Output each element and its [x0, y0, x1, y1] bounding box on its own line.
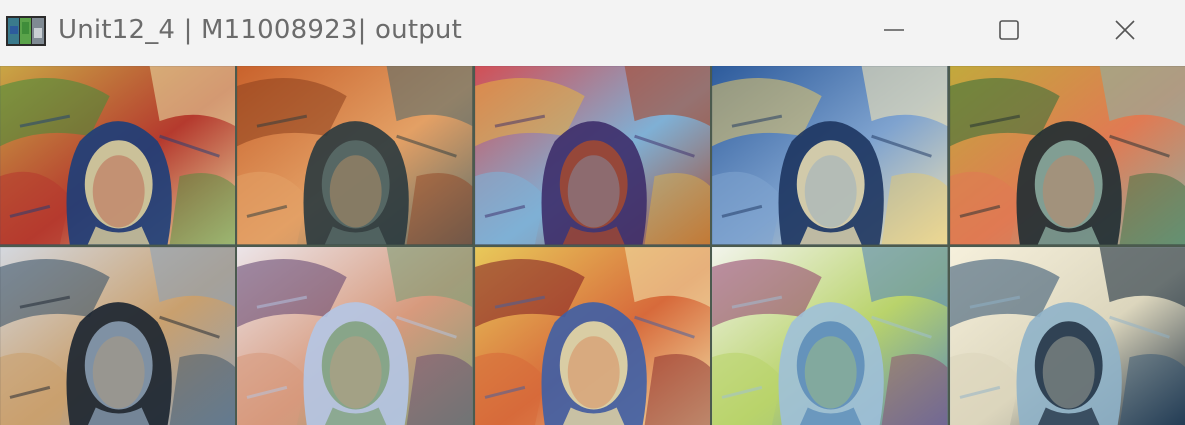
stylized-image-tile [0, 246, 236, 425]
maximize-button[interactable] [951, 0, 1067, 60]
stylized-image-tile [0, 66, 236, 245]
stylized-image-tile [237, 66, 473, 245]
stylized-image-tile [949, 246, 1185, 425]
stylized-image-tile [237, 246, 473, 425]
close-button[interactable] [1067, 0, 1183, 60]
stylized-output-grid [0, 66, 1185, 425]
app-icon [6, 16, 46, 46]
title-bar[interactable]: Unit12_4 | M11008923| output [0, 0, 1185, 66]
maximize-icon [999, 20, 1019, 40]
window-title: Unit12_4 | M11008923| output [58, 15, 462, 45]
close-icon [1115, 20, 1135, 40]
minimize-button[interactable] [836, 0, 952, 60]
stylized-image-tile [712, 246, 948, 425]
minimize-icon [884, 29, 904, 31]
stylized-image-tile [949, 66, 1185, 245]
stylized-image-tile [474, 66, 711, 245]
stylized-image-tile [712, 66, 948, 245]
stylized-image-tile [474, 246, 711, 425]
